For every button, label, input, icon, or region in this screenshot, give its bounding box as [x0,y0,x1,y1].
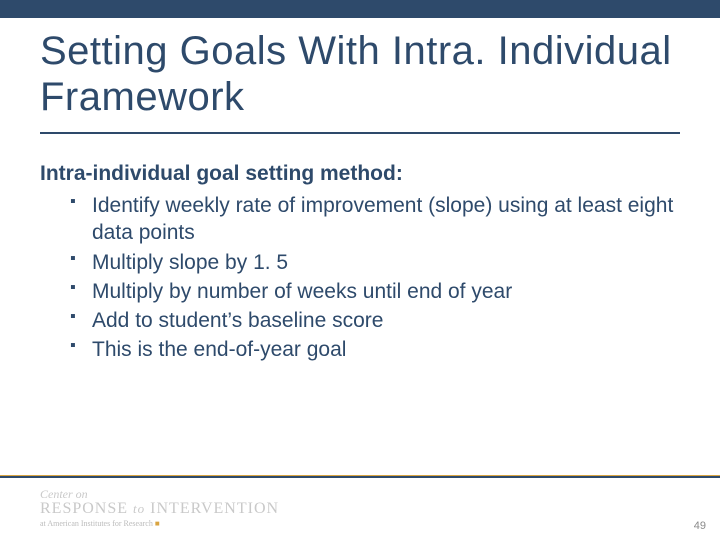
footer-divider [0,475,720,478]
page-number: 49 [694,520,706,532]
top-accent-bar [0,0,720,18]
list-item: Multiply by number of weeks until end of… [70,278,680,305]
list-item: Add to student’s baseline score [70,307,680,334]
slide-title: Setting Goals With Intra. Individual Fra… [40,28,680,134]
logo-word-to: to [133,501,145,516]
logo-line2: RESPONSE to INTERVENTION [40,501,279,518]
logo-square-icon: ■ [155,519,160,528]
logo-subtext: at American Institutes for Research [40,519,153,528]
bullet-list: Identify weekly rate of improvement (slo… [40,192,680,364]
logo-word-response: RESPONSE [40,500,128,517]
slide-subtitle: Intra-individual goal setting method: [40,162,680,186]
logo-line3: at American Institutes for Research ■ [40,520,279,528]
list-item: This is the end-of-year goal [70,336,680,363]
footer-logo: Center on RESPONSE to INTERVENTION at Am… [40,488,279,528]
slide-content: Setting Goals With Intra. Individual Fra… [0,18,720,364]
list-item: Identify weekly rate of improvement (slo… [70,192,680,247]
logo-word-intervention: INTERVENTION [150,500,279,517]
list-item: Multiply slope by 1. 5 [70,249,680,276]
